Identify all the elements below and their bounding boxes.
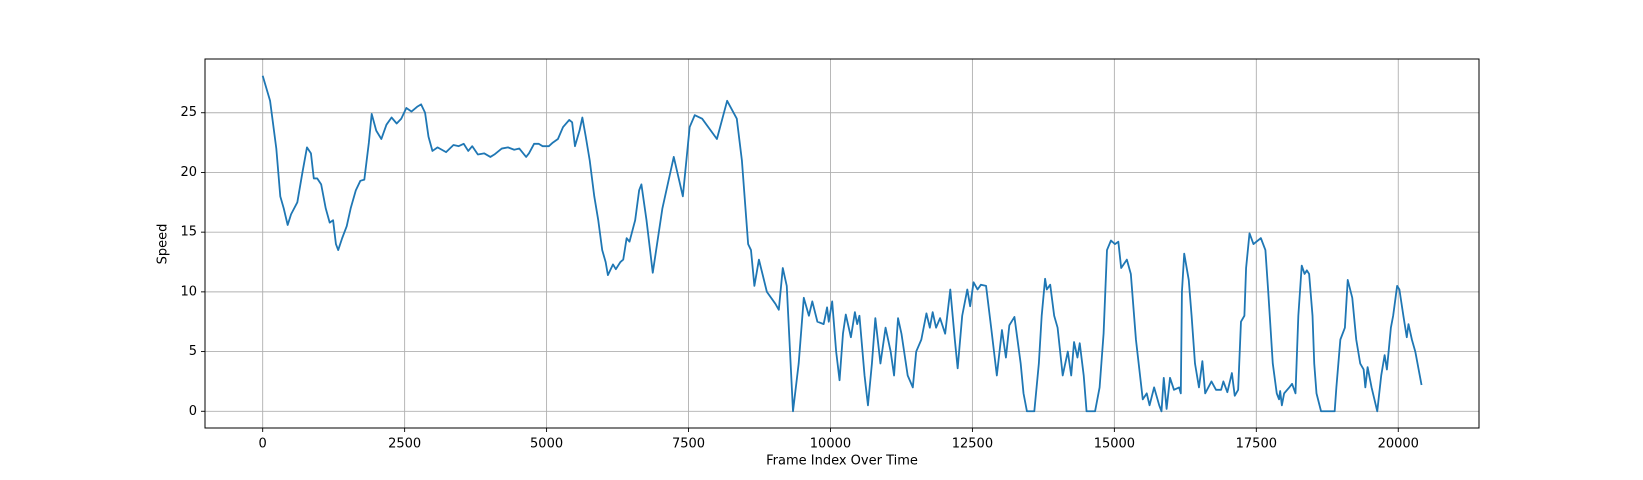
y-tick-label: 15 [180,225,197,240]
y-tick-label: 20 [180,165,197,180]
y-tick-label: 0 [189,404,197,419]
x-tick-label: 17500 [1236,437,1277,452]
y-axis-label: Speed [156,224,171,265]
x-tick-label: 20000 [1378,437,1419,452]
x-tick-label: 15000 [1094,437,1135,452]
x-tick-label: 2500 [388,437,421,452]
x-tick-label: 12500 [952,437,993,452]
y-tick-label: 5 [189,344,197,359]
y-tick-label: 10 [180,284,197,299]
x-tick-label: 5000 [530,437,563,452]
x-tick-label: 7500 [672,437,705,452]
x-axis-label: Frame Index Over Time [766,454,918,469]
x-tick-label: 0 [259,437,267,452]
plot-frame [204,58,1480,429]
y-tick-label: 25 [180,105,197,120]
x-tick-label: 10000 [810,437,851,452]
data-line [261,75,1423,413]
